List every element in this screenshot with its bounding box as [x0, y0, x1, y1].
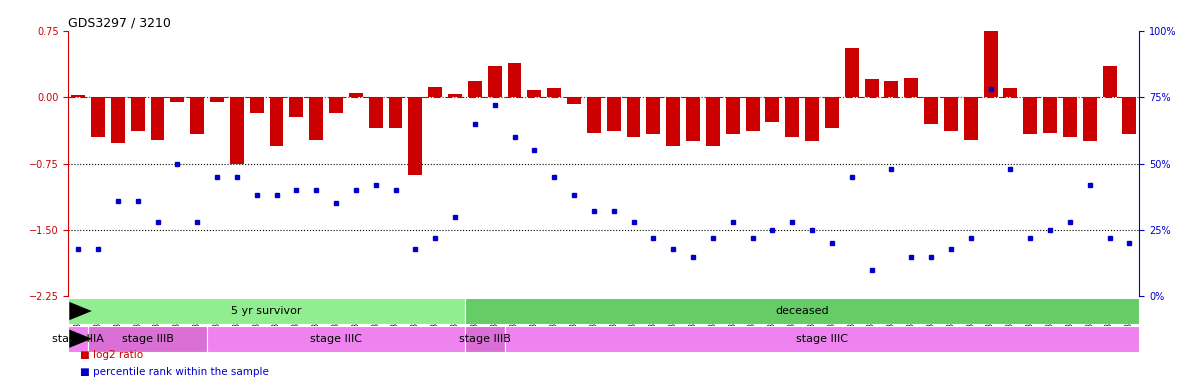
- Bar: [785, 97, 799, 137]
- Bar: [547, 88, 561, 97]
- Bar: [507, 63, 521, 97]
- Bar: [505, 326, 1139, 352]
- Bar: [68, 326, 88, 352]
- Bar: [111, 97, 125, 143]
- Bar: [666, 97, 680, 146]
- Bar: [487, 66, 501, 97]
- Polygon shape: [69, 302, 92, 320]
- Bar: [706, 97, 720, 146]
- Bar: [270, 97, 284, 146]
- Bar: [448, 94, 463, 97]
- Text: 5 yr survivor: 5 yr survivor: [232, 306, 301, 316]
- Bar: [884, 81, 898, 97]
- Bar: [904, 78, 918, 97]
- Bar: [348, 93, 363, 97]
- Bar: [984, 31, 998, 97]
- Bar: [944, 97, 958, 131]
- Text: GDS3297 / 3210: GDS3297 / 3210: [68, 17, 171, 30]
- Bar: [1063, 97, 1077, 137]
- Bar: [72, 95, 85, 97]
- Bar: [330, 97, 343, 113]
- Bar: [465, 298, 1139, 324]
- Bar: [210, 97, 224, 102]
- Bar: [1004, 88, 1017, 97]
- Bar: [465, 326, 505, 352]
- Text: deceased: deceased: [776, 306, 829, 316]
- Bar: [207, 326, 465, 352]
- Bar: [191, 97, 204, 134]
- Text: stage IIIC: stage IIIC: [796, 334, 847, 344]
- Bar: [567, 97, 581, 104]
- Bar: [468, 81, 481, 97]
- Bar: [686, 97, 700, 141]
- Bar: [825, 97, 839, 128]
- Bar: [865, 79, 878, 97]
- Text: stage IIIA: stage IIIA: [52, 334, 104, 344]
- Bar: [368, 97, 383, 128]
- Bar: [408, 97, 423, 175]
- Bar: [1123, 97, 1136, 134]
- Polygon shape: [69, 329, 92, 348]
- Bar: [1023, 97, 1037, 134]
- Bar: [68, 298, 465, 324]
- Bar: [388, 97, 403, 128]
- Bar: [924, 97, 938, 124]
- Text: stage IIIB: stage IIIB: [121, 334, 173, 344]
- Bar: [845, 48, 859, 97]
- Bar: [527, 90, 541, 97]
- Text: ■ log2 ratio: ■ log2 ratio: [80, 350, 144, 360]
- Bar: [310, 97, 324, 140]
- Text: ■ percentile rank within the sample: ■ percentile rank within the sample: [80, 367, 268, 377]
- Bar: [91, 97, 105, 137]
- Bar: [250, 97, 264, 113]
- Bar: [171, 97, 185, 102]
- Text: stage IIIB: stage IIIB: [459, 334, 511, 344]
- Bar: [131, 97, 145, 131]
- Bar: [1043, 97, 1057, 132]
- Bar: [290, 97, 304, 117]
- Bar: [151, 97, 165, 140]
- Text: stage IIIC: stage IIIC: [310, 334, 363, 344]
- Bar: [964, 97, 978, 140]
- Bar: [230, 97, 244, 164]
- Bar: [745, 97, 759, 131]
- Bar: [646, 97, 660, 134]
- Bar: [805, 97, 819, 141]
- Bar: [765, 97, 779, 122]
- Bar: [428, 86, 443, 97]
- Bar: [626, 97, 640, 137]
- Bar: [607, 97, 620, 131]
- Bar: [1083, 97, 1097, 141]
- Bar: [726, 97, 739, 134]
- Bar: [88, 326, 207, 352]
- Bar: [1103, 66, 1117, 97]
- Bar: [587, 97, 600, 132]
